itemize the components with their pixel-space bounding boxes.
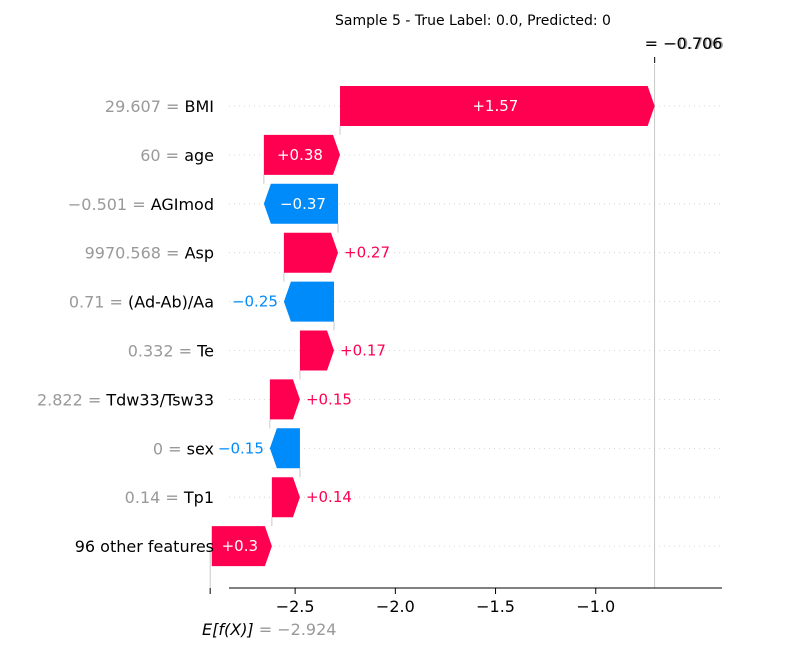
feature-value: 0.71 = bbox=[69, 293, 123, 312]
base-label-expression: E[f(X)] bbox=[202, 620, 254, 639]
feature-value: 2.822 = bbox=[37, 390, 101, 409]
feature-label: 96 other features bbox=[75, 537, 214, 556]
bar-value-label: +0.3 bbox=[222, 537, 258, 555]
fx-label-group: −0.706= −0.706 bbox=[645, 34, 724, 63]
feature-label: 0.14 = Tp1 bbox=[125, 488, 214, 507]
feature-name: Asp bbox=[185, 244, 214, 263]
positive-bar bbox=[271, 477, 300, 518]
feature-name: AGImod bbox=[151, 195, 214, 214]
fx-label: = −0.706 bbox=[645, 34, 723, 53]
feature-name: Te bbox=[196, 342, 214, 361]
guide-lines bbox=[209, 64, 656, 588]
feature-name: Tp1 bbox=[183, 488, 214, 507]
feature-label: 2.822 = Tdw33/Tsw33 bbox=[37, 390, 214, 409]
feature-name: BMI bbox=[185, 97, 215, 116]
feature-label: 29.607 = BMI bbox=[105, 97, 214, 116]
negative-bar bbox=[263, 183, 339, 224]
feature-value: 0.332 = bbox=[128, 342, 192, 361]
negative-bar bbox=[269, 428, 300, 469]
chart-title: Sample 5 - True Label: 0.0, Predicted: 0 bbox=[335, 13, 611, 29]
feature-label: −0.501 = AGImod bbox=[68, 195, 214, 214]
feature-value: 9970.568 = bbox=[85, 244, 180, 263]
bar-value-label: −0.15 bbox=[218, 439, 264, 457]
feature-value: 0 = bbox=[153, 439, 182, 458]
feature-label: 0.71 = (Ad-Ab)/Aa bbox=[69, 293, 214, 312]
positive-bar bbox=[269, 379, 300, 420]
feature-name: 96 other features bbox=[75, 537, 214, 556]
feature-name: (Ad-Ab)/Aa bbox=[128, 293, 214, 312]
bar-value-label: +0.14 bbox=[306, 488, 352, 506]
feature-name: age bbox=[184, 146, 214, 165]
feature-name: sex bbox=[187, 439, 214, 458]
bar-value-label: +0.27 bbox=[344, 244, 390, 262]
feature-value: −0.501 = bbox=[68, 195, 146, 214]
positive-bar bbox=[283, 232, 339, 273]
feature-labels: 29.607 = BMI 60 = age −0.501 = AGImod 9970.… bbox=[37, 97, 214, 556]
base-label-value: = −2.924 bbox=[259, 620, 337, 639]
base-value-label-group: E[f(X)] = −2.924 bbox=[202, 620, 336, 639]
feature-name: Tdw33/Tsw33 bbox=[105, 390, 214, 409]
bar-value-label: +0.38 bbox=[277, 146, 323, 164]
x-tick-label: −1.0 bbox=[576, 597, 615, 616]
x-tick-label: −2.5 bbox=[276, 597, 315, 616]
bar-value-label: +0.15 bbox=[306, 390, 352, 408]
bar-value-label: +1.57 bbox=[472, 97, 518, 115]
x-axis: −2.5 −2.0 −1.5 −1.0 bbox=[209, 587, 722, 616]
feature-value: 60 = bbox=[140, 146, 179, 165]
feature-value: 0.14 = bbox=[125, 488, 179, 507]
x-tick-label: −1.5 bbox=[476, 597, 515, 616]
bar-value-label: −0.37 bbox=[280, 195, 326, 213]
feature-label: 60 = age bbox=[140, 146, 214, 165]
positive-bar bbox=[340, 86, 655, 126]
bar-value-label: −0.25 bbox=[232, 293, 278, 311]
feature-label: 9970.568 = Asp bbox=[85, 244, 214, 263]
base-value-label: E[f(X)] = −2.924 bbox=[202, 620, 336, 639]
bar-value-label: +0.17 bbox=[340, 342, 386, 360]
negative-bar bbox=[283, 281, 335, 322]
x-tick-label: −2.0 bbox=[376, 597, 415, 616]
feature-label: 0.332 = Te bbox=[128, 342, 214, 361]
fx-label-overlap: −0.706 bbox=[665, 34, 724, 53]
feature-value: 29.607 = bbox=[105, 97, 179, 116]
positive-bar bbox=[211, 526, 272, 567]
bars-layer: +1.57 +0.38 −0.37 +0.27 −0.25 +0.17 +0.15 −0.15… bbox=[211, 86, 655, 567]
feature-label: 0 = sex bbox=[153, 439, 214, 458]
positive-bar bbox=[299, 330, 335, 371]
positive-bar bbox=[263, 134, 341, 175]
